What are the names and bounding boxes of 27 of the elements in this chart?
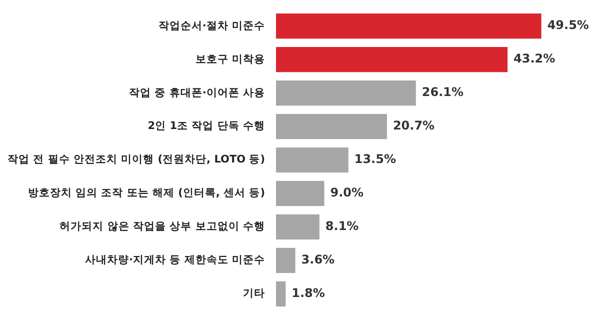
data-label: 43.2%	[514, 52, 556, 66]
data-label: 3.6%	[301, 252, 335, 267]
y-tick-label: 2인 1조 작업 단독 수행	[148, 120, 265, 132]
bar	[276, 46, 508, 72]
bar	[276, 147, 348, 173]
y-tick-label: 허가되지 않은 작업을 상부 보고없이 수행	[60, 220, 265, 233]
data-label: 8.1%	[325, 219, 359, 234]
bar	[276, 281, 286, 307]
bar	[276, 180, 324, 206]
y-tick-label: 기타	[243, 288, 265, 300]
bar	[276, 13, 542, 39]
bar	[276, 248, 296, 274]
data-label: 49.5%	[547, 18, 589, 32]
y-tick-label: 사내차량·지게차 등 제한속도 미준수	[85, 254, 265, 266]
y-tick-label: 작업 중 휴대폰·이어폰 사용	[129, 86, 265, 99]
data-label: 9.0%	[330, 186, 364, 200]
y-tick-label: 작업순서·절차 미준수	[158, 20, 265, 32]
data-label: 1.8%	[292, 286, 325, 300]
bar	[276, 80, 416, 106]
bar	[276, 214, 320, 240]
bar	[276, 114, 387, 140]
data-label: 20.7%	[392, 118, 435, 133]
y-tick-label: 보호구 미착용	[195, 53, 265, 66]
data-label: 13.5%	[354, 152, 396, 166]
y-tick-label: 방호장치 임의 조작 또는 해제 (인터록, 센서 등)	[28, 187, 265, 200]
data-label: 26.1%	[422, 85, 464, 100]
y-tick-label: 작업 전 필수 안전조치 미이행 (전원차단, LOTO 등)	[7, 154, 265, 166]
